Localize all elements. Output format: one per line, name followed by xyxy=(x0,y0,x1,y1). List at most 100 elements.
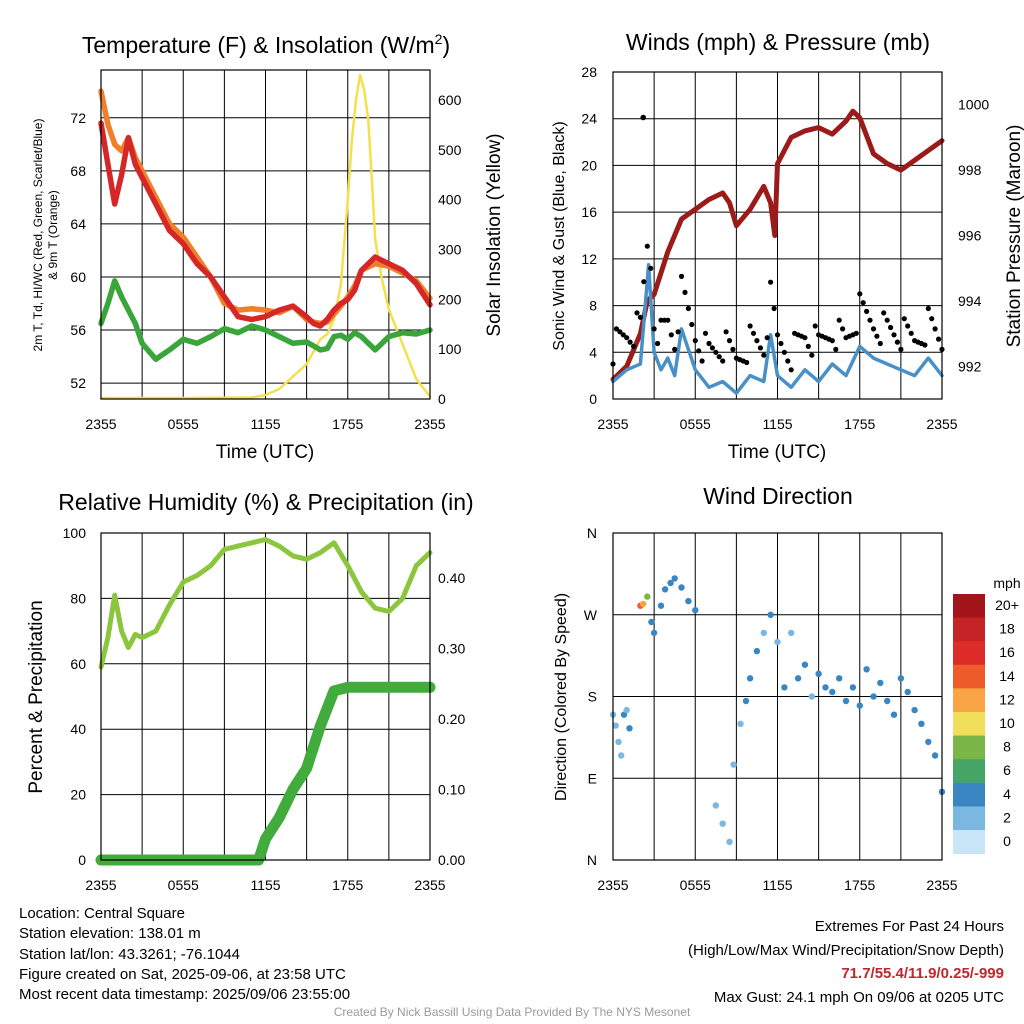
y2-tick-label: 992 xyxy=(958,358,982,374)
chart-title: Temperature (F) & Insolation (W/m2) xyxy=(82,31,450,58)
y-tick-label: 28 xyxy=(581,64,597,80)
gust-point xyxy=(627,339,633,345)
x-tick-label: 2355 xyxy=(85,877,116,893)
colorbar-label: 6 xyxy=(1003,762,1011,778)
colorbar-swatch xyxy=(953,782,985,807)
colorbar-label: 0 xyxy=(1003,833,1011,849)
y-axis-title: Percent & Precipitation xyxy=(26,600,47,793)
created-text: Figure created on Sat, 2025-09-06, at 23… xyxy=(19,965,346,983)
gust-point xyxy=(853,330,859,336)
gust-point xyxy=(754,338,760,344)
y2-tick-label: 0.20 xyxy=(438,711,465,727)
y-axis-title-line1: 2m T, Td, HI/WC (Red, Green, Scarlet/Blu… xyxy=(31,119,45,352)
y-tick-label: N xyxy=(587,525,597,541)
x-tick-label: 2355 xyxy=(85,416,116,432)
latlon-text: Station lat/lon: 43.3261; -76.1044 xyxy=(19,945,241,963)
colorbar-label: 14 xyxy=(999,668,1015,684)
gust-point xyxy=(747,323,753,329)
gust-point xyxy=(672,346,678,352)
gust-point xyxy=(805,343,811,349)
direction-point xyxy=(808,693,815,700)
colorbar-unit: mph xyxy=(993,575,1020,591)
x-tick-label: 1755 xyxy=(332,877,363,893)
x-tick-label: 0555 xyxy=(168,416,199,432)
precip-line xyxy=(95,681,436,866)
gust-point xyxy=(788,367,794,373)
gust-point xyxy=(833,346,839,352)
gust-point xyxy=(631,343,637,349)
y-tick-label: E xyxy=(588,770,597,786)
direction-point xyxy=(836,675,843,682)
wind-line xyxy=(611,262,944,395)
direction-point xyxy=(678,584,685,591)
gust-point xyxy=(774,332,781,338)
direction-point xyxy=(671,575,678,582)
y-axis-title: Sonic Wind & Gust (Blue, Black) xyxy=(551,121,568,350)
max-gust-text: Max Gust: 24.1 mph On 09/06 at 0205 UTC xyxy=(713,988,1004,1006)
gust-point xyxy=(898,346,904,352)
colorbar-label: 18 xyxy=(999,621,1015,637)
tick-labels: 2355 0555 1155 1755 235504812162024289929949… xyxy=(581,64,989,432)
gust-point xyxy=(757,345,764,351)
direction-point xyxy=(925,738,932,746)
y-tick-label: 60 xyxy=(70,656,86,672)
y2-tick-label: 200 xyxy=(438,291,462,307)
gust-point xyxy=(857,291,863,297)
gust-point xyxy=(768,279,774,285)
direction-point xyxy=(760,629,767,637)
y2-axis-title: Station Pressure (Maroon) xyxy=(1004,125,1024,348)
direction-point xyxy=(615,738,622,746)
direction-point xyxy=(890,711,898,718)
max-gust-point xyxy=(640,114,646,121)
y-tick-label: 100 xyxy=(63,525,87,541)
direction-point xyxy=(856,702,863,709)
y-tick-label: 0 xyxy=(589,391,597,407)
gust-point xyxy=(675,329,681,335)
chart-title: Wind Direction xyxy=(703,483,853,509)
gust-point xyxy=(764,335,770,341)
colorbar-swatch xyxy=(953,594,985,619)
gust-point xyxy=(678,273,685,279)
colorbar-swatch xyxy=(953,735,985,760)
location-text: Location: Central Square xyxy=(19,905,185,922)
gust-point xyxy=(922,342,928,348)
y2-tick-label: 600 xyxy=(438,92,462,108)
gust-point xyxy=(665,317,671,323)
direction-point xyxy=(618,752,625,759)
station-info: Location: Central Square Station elevati… xyxy=(19,904,350,1005)
x-tick-label: 0555 xyxy=(680,877,711,893)
colorbar-swatch xyxy=(953,759,985,784)
gust-point xyxy=(726,338,733,344)
colorbar-label: 2 xyxy=(1003,809,1011,825)
rh-precip-series xyxy=(95,537,436,866)
gust-point xyxy=(637,314,644,320)
gust-point xyxy=(829,338,835,344)
x-axis-title: Time (UTC) xyxy=(216,442,315,463)
gust-point xyxy=(682,289,688,295)
direction-point xyxy=(781,684,788,691)
direction-point xyxy=(815,670,822,677)
y-tick-label: 4 xyxy=(589,344,597,360)
gust-point xyxy=(651,326,657,332)
wind-series xyxy=(610,108,945,395)
gust-point xyxy=(696,348,702,354)
gust-point xyxy=(809,352,815,358)
grid xyxy=(612,532,943,861)
x-tick-label: 2355 xyxy=(597,877,628,893)
y2-tick-label: 100 xyxy=(438,341,462,357)
plot-frame xyxy=(100,69,431,400)
y-tick-label: 20 xyxy=(70,787,86,803)
direction-point xyxy=(742,697,750,705)
y-tick-label: 80 xyxy=(70,590,86,606)
direction-point xyxy=(753,647,761,655)
direction-point xyxy=(829,688,836,696)
gust-point xyxy=(689,321,695,328)
direction-point xyxy=(692,607,699,614)
direction-point xyxy=(648,618,655,626)
gust-point xyxy=(730,346,736,352)
direction-point xyxy=(822,684,829,691)
direction-point xyxy=(788,629,795,637)
gust-point xyxy=(744,359,750,366)
colorbar-label: 4 xyxy=(1003,786,1011,802)
